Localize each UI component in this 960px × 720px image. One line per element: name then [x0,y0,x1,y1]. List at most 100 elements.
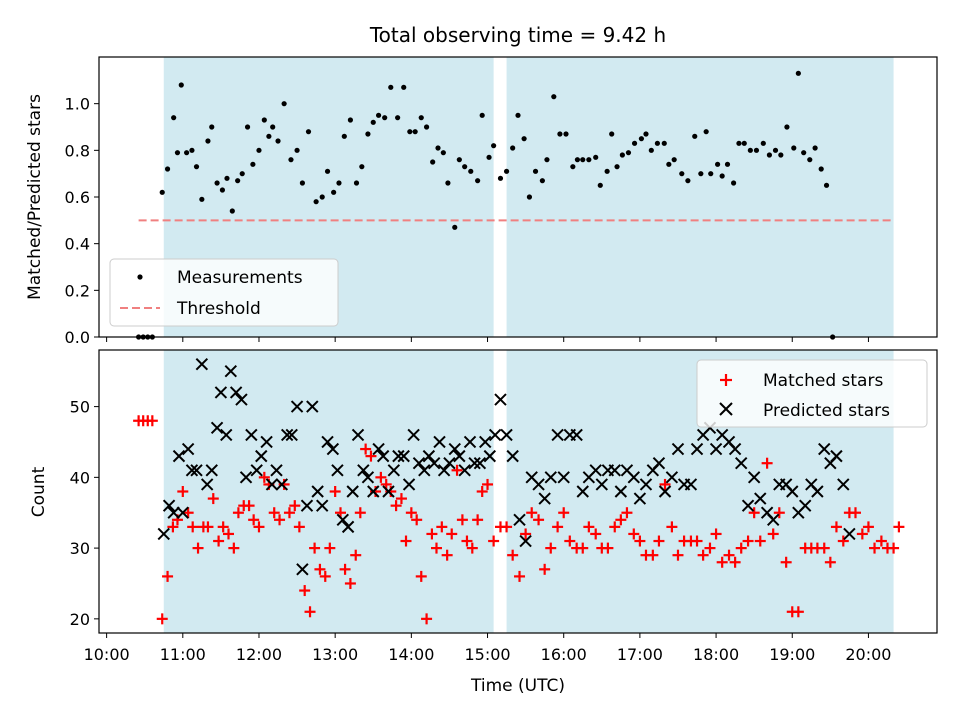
matched-star-point [545,542,557,554]
matched-star-point [773,507,785,519]
predicted-star-point [453,449,466,463]
measurement-point [614,164,620,170]
measurement-point [679,171,685,177]
x-tick-label: 16:00 [541,645,587,664]
matched-star-point [319,570,331,582]
top-panel: 0.0 0.2 0.4 0.6 0.8 1.0 Matched/Predicted sta… [25,56,938,347]
measurement-point [795,70,801,76]
matched-star-point [735,542,747,554]
x-tick-label: 12:00 [236,645,282,664]
matched-star-point [888,542,900,554]
measurement-point [539,178,545,184]
x-tick-label: 15:00 [464,645,510,664]
predicted-star-point [754,492,767,505]
predicted-star-point [513,513,526,527]
y-tick-label: 0.0 [65,328,90,347]
predicted-star-point [172,449,186,463]
y-tick-label: 0.2 [65,281,90,300]
matched-star-point [780,556,792,568]
measurement-point [730,180,737,186]
predicted-star-point [321,435,334,449]
legend-measurements: Measurements [177,268,303,288]
y-tick-label: 30 [70,539,90,558]
top-x-ticks [106,337,869,342]
matched-star-point [436,521,448,533]
matched-star-point [577,542,589,554]
predicted-star-point [837,478,850,491]
matched-star-point [329,486,341,497]
measurement-point [753,147,760,153]
x-tick-label: 17:00 [617,645,663,664]
predicted-star-point [422,449,436,463]
measurement-point [741,140,747,146]
measurement-point [365,131,371,137]
measurement-point [609,131,615,137]
measurement-point [486,154,492,160]
matched-star-point [187,521,199,533]
matched-star-point [476,486,488,497]
measurement-point [347,117,353,123]
observing-window [506,57,894,337]
measurement-point [184,150,190,156]
predicted-star-point [157,527,170,541]
measurement-point [708,171,714,177]
matched-star-point [723,549,735,561]
predicted-legend-marker [719,402,733,416]
matched-star-point [339,563,351,575]
x-tick-label: 20:00 [845,645,891,664]
measurement-point [648,147,654,153]
measurement-point [526,194,533,200]
predicted-star-point [544,471,557,484]
measurement-point [619,152,625,158]
measurement-point [159,189,165,195]
x-tick-label: 19:00 [769,645,815,664]
matched-star-point [253,521,265,533]
predicted-star-point [311,485,324,498]
measurement-point [456,157,462,163]
matched-star-point [426,528,438,540]
predicted-star-point [468,456,481,470]
matched-star-point [472,514,484,526]
predicted-star-point [387,464,401,477]
x-tick-label: 13:00 [312,645,358,664]
matched-star-point [365,450,377,462]
matched-star-point [615,514,627,526]
predicted-star-point [538,492,551,505]
predicted-star-point [811,485,824,498]
y-tick-label: 0.4 [65,235,90,254]
matched-star-point [602,542,614,554]
matched-star-point [583,521,595,533]
predicted-star-point [608,464,621,477]
measurement-point [281,101,287,107]
predicted-star-point [506,449,519,463]
matched-star-point [258,471,270,483]
measurement-point [784,124,790,130]
measurement-point [270,124,276,130]
matched-star-point [514,570,526,582]
predicted-star-point [633,492,647,505]
matched-star-point [552,521,564,533]
predicted-star-point [589,464,602,477]
measurement-point [719,173,725,179]
predicted-star-point [181,442,195,456]
predicted-star-point [652,456,666,470]
predicted-star-point [557,471,570,484]
predicted-star-point [210,421,224,435]
measurement-point [193,164,200,170]
measurement-point [812,145,818,151]
measurement-point [229,208,235,214]
measurement-point [171,115,177,121]
matched-star-point [430,542,442,554]
matched-star-point [501,521,513,533]
predicted-star-point [741,499,755,512]
matched-star-point [360,443,372,455]
measurement-point [532,168,539,174]
predicted-star-point [176,506,190,519]
matched-star-point [748,507,760,519]
measurement-point [178,82,184,88]
measurement-point [412,129,418,135]
observing-window [163,350,494,633]
predicted-star-point [627,471,641,484]
measurement-point [666,161,672,167]
